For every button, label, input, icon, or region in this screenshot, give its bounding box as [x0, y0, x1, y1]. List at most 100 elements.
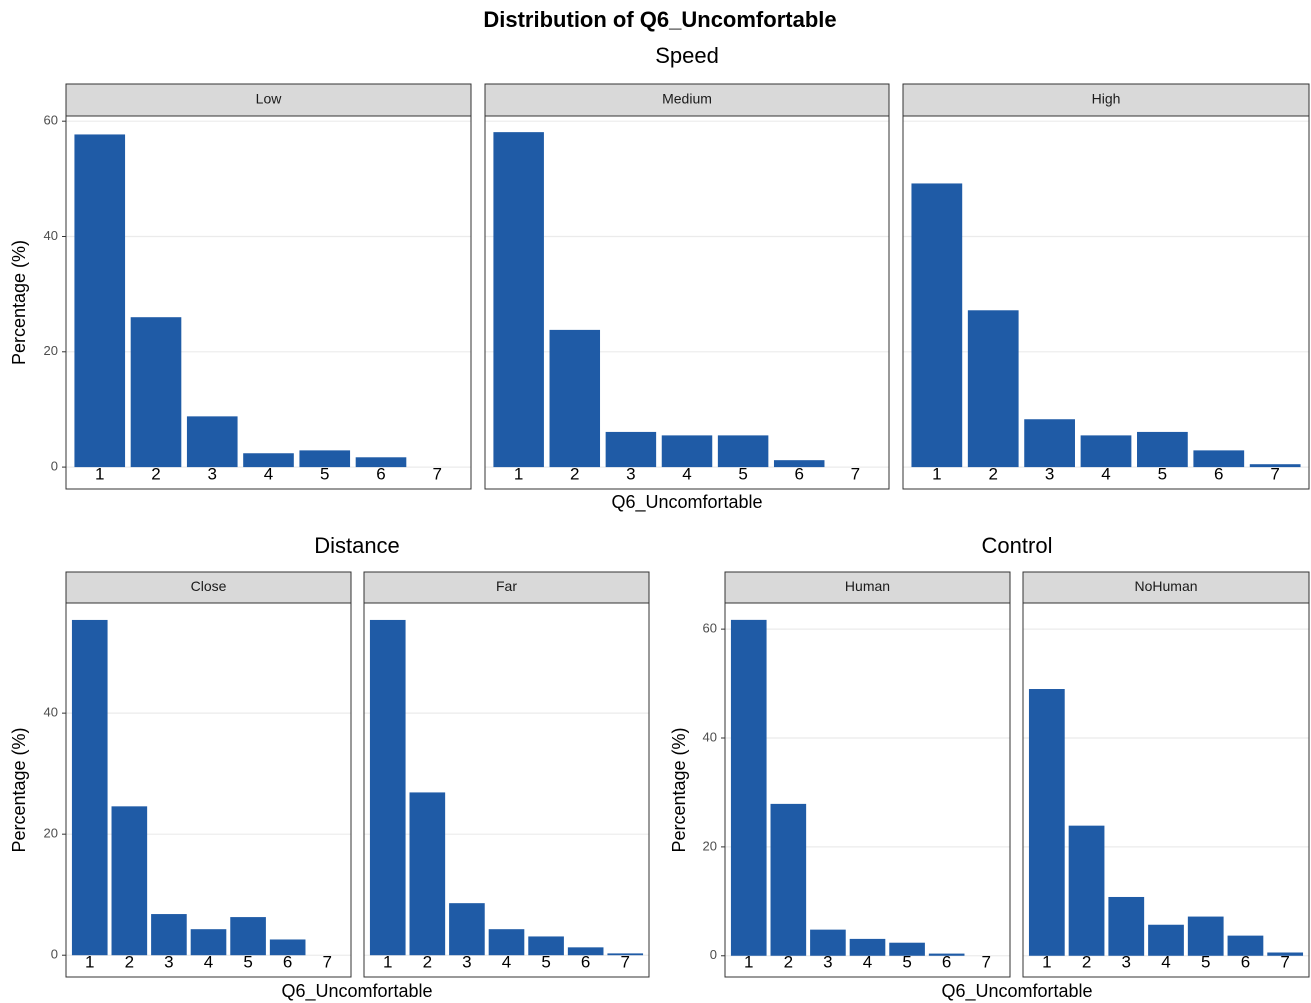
- bar: [661, 435, 713, 468]
- bar: [928, 953, 965, 956]
- bar: [1024, 419, 1075, 468]
- x-tick-label: 3: [1122, 952, 1131, 971]
- x-tick-label: 5: [541, 952, 550, 971]
- panel-border: [65, 602, 352, 978]
- x-tick-label: 1: [1042, 952, 1051, 971]
- x-tick-label: 4: [1101, 464, 1110, 483]
- x-tick-label: 7: [851, 464, 860, 483]
- bar: [230, 917, 266, 956]
- x-tick-label: 1: [932, 464, 941, 483]
- x-tick-label: 7: [433, 464, 442, 483]
- x-tick-label: 1: [744, 952, 753, 971]
- x-axis-label: Q6_Uncomfortable: [941, 981, 1092, 1002]
- bar: [243, 453, 294, 468]
- y-axis-label: Percentage (%): [9, 727, 29, 852]
- y-tick-label: 60: [703, 621, 717, 636]
- x-tick-label: 3: [164, 952, 173, 971]
- x-tick-label: 4: [204, 952, 213, 971]
- x-tick-label: 3: [823, 952, 832, 971]
- panel-border: [902, 115, 1310, 490]
- bar: [889, 942, 925, 956]
- x-tick-label: 4: [682, 464, 691, 483]
- x-tick-label: 6: [581, 952, 590, 971]
- x-tick-label: 7: [1270, 464, 1279, 483]
- bar: [1080, 435, 1132, 468]
- x-tick-label: 2: [570, 464, 579, 483]
- facet-label: NoHuman: [1134, 578, 1197, 594]
- strip: [363, 571, 650, 604]
- bar: [190, 929, 227, 956]
- bar: [186, 416, 238, 468]
- y-tick-label: 40: [44, 705, 58, 720]
- x-tick-label: 7: [1280, 952, 1289, 971]
- x-tick-label: 2: [151, 464, 160, 483]
- y-tick-label: 20: [703, 838, 717, 853]
- facet-label: High: [1092, 91, 1121, 107]
- bar: [1028, 689, 1065, 956]
- x-tick-label: 4: [1161, 952, 1170, 971]
- y-tick-label: 20: [44, 826, 58, 841]
- bar: [1137, 431, 1188, 468]
- x-tick-label: 6: [283, 952, 292, 971]
- bar: [488, 929, 525, 956]
- y-tick-label: 40: [703, 729, 717, 744]
- bar: [730, 619, 767, 956]
- bar: [605, 431, 657, 468]
- bar: [810, 929, 846, 956]
- x-tick-label: 6: [1214, 464, 1223, 483]
- bar: [1108, 896, 1145, 956]
- bar: [911, 183, 963, 468]
- panel-border: [484, 115, 890, 490]
- bar: [967, 310, 1019, 468]
- x-tick-label: 5: [902, 952, 911, 971]
- bar: [130, 317, 182, 468]
- facet-label: Far: [496, 578, 517, 594]
- x-tick-label: 6: [376, 464, 385, 483]
- x-axis-label: Q6_Uncomfortable: [611, 492, 762, 513]
- x-tick-label: 2: [784, 952, 793, 971]
- chart-title: Distribution of Q6_Uncomfortable: [483, 7, 836, 32]
- x-tick-label: 4: [264, 464, 273, 483]
- bar: [74, 134, 126, 468]
- bar: [111, 806, 148, 956]
- bar: [607, 953, 644, 956]
- strip: [65, 83, 472, 117]
- facet-label: Low: [256, 91, 283, 107]
- x-tick-label: 3: [462, 952, 471, 971]
- x-axis-label: Q6_Uncomfortable: [281, 981, 432, 1002]
- x-tick-label: 3: [626, 464, 635, 483]
- bar: [1267, 952, 1304, 956]
- y-tick-label: 0: [51, 947, 58, 962]
- bar: [1148, 924, 1184, 956]
- x-tick-label: 1: [85, 952, 94, 971]
- bar: [71, 619, 108, 956]
- x-tick-label: 4: [502, 952, 511, 971]
- y-axis-label: Percentage (%): [669, 727, 689, 852]
- x-tick-label: 7: [621, 952, 630, 971]
- panel-border: [65, 115, 472, 490]
- bar: [299, 450, 351, 468]
- facet-label: Close: [191, 578, 227, 594]
- bar: [151, 914, 187, 956]
- bar: [773, 460, 825, 468]
- y-tick-label: 0: [51, 459, 58, 474]
- bar: [1187, 916, 1224, 956]
- bar: [549, 329, 601, 468]
- panel-border: [1022, 602, 1310, 978]
- group-title: Control: [982, 533, 1053, 558]
- x-tick-label: 5: [1201, 952, 1210, 971]
- strip: [1022, 571, 1310, 604]
- x-tick-label: 2: [1082, 952, 1091, 971]
- x-tick-label: 1: [383, 952, 392, 971]
- x-tick-label: 5: [1158, 464, 1167, 483]
- panel-border: [363, 602, 650, 978]
- y-tick-label: 0: [710, 947, 717, 962]
- x-tick-label: 6: [794, 464, 803, 483]
- x-tick-label: 3: [208, 464, 217, 483]
- bar: [717, 435, 769, 468]
- group-title: Distance: [314, 533, 400, 558]
- bar: [1068, 825, 1105, 956]
- facet-label: Medium: [662, 91, 712, 107]
- bar: [1227, 935, 1264, 956]
- panel-border: [724, 602, 1011, 978]
